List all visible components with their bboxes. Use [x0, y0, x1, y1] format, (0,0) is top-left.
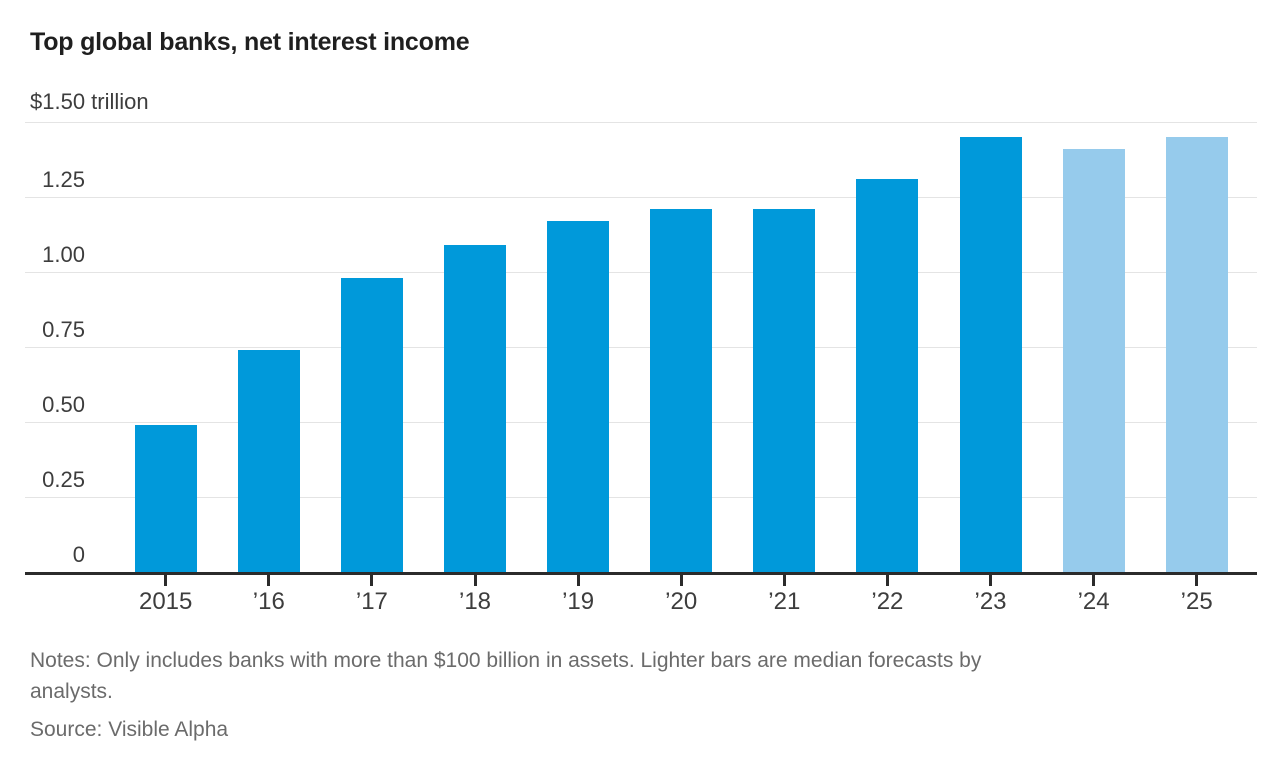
x-axis-tick [782, 575, 786, 586]
gridline [25, 197, 1257, 198]
x-axis-label: ’19 [562, 588, 595, 615]
x-axis-tick [370, 575, 374, 586]
notes-line: analysts. [30, 680, 113, 703]
gridline [25, 422, 1257, 423]
x-axis-tick [885, 575, 889, 586]
y-axis-tick-label: 0.25 [42, 467, 85, 492]
chart-title: Top global banks, net interest income [30, 28, 470, 56]
notes-line: Notes: Only includes banks with more tha… [30, 649, 982, 672]
x-axis-label: ’20 [665, 588, 698, 615]
x-axis-label: ’22 [871, 588, 904, 615]
gridline [25, 347, 1257, 348]
y-axis-tick-label: 0.75 [42, 317, 85, 342]
gridline [25, 122, 1257, 123]
y-axis-tick-label: 0.50 [42, 392, 85, 417]
source-text: Source: Visible Alpha [30, 718, 229, 741]
bar-20 [650, 209, 713, 572]
x-axis-tick [164, 575, 168, 586]
bar-22 [856, 179, 919, 572]
gridline [25, 272, 1257, 273]
x-axis-label: ’25 [1180, 588, 1213, 615]
bar-24 [1062, 149, 1125, 572]
bar-17 [340, 278, 403, 572]
y-axis-tick-label: 1.25 [42, 167, 85, 192]
x-axis-tick [679, 575, 683, 586]
bar-21 [753, 209, 816, 572]
x-axis-label: 2015 [138, 588, 193, 615]
bar-19 [547, 221, 610, 572]
bar-25 [1165, 137, 1228, 572]
x-axis-label: ’21 [768, 588, 801, 615]
bar-18 [444, 245, 506, 572]
x-axis-tick [989, 575, 992, 586]
plot-area: 1.25 1.00 0.75 0.50 0.25 0 2015 ’16 ’17 ’18 ’19 ’20… [25, 122, 1257, 615]
x-axis-tick [576, 575, 580, 586]
x-axis-label: ’17 [355, 588, 388, 615]
x-axis-label: ’24 [1077, 588, 1110, 615]
x-axis-label: ’23 [974, 588, 1007, 615]
x-axis-label: ’18 [458, 588, 492, 615]
y-axis-tick-label: 1.00 [42, 242, 85, 267]
gridline [25, 497, 1257, 498]
y-axis-tick-label: 0 [72, 542, 85, 567]
bar-16 [237, 350, 300, 572]
x-axis-line [25, 572, 1257, 575]
x-axis-tick [1092, 575, 1096, 586]
y-axis-unit-label: $1.50 trillion [30, 89, 149, 114]
bar-2015 [134, 425, 197, 572]
notes-text: Notes: Only includes banks with more tha… [30, 645, 1250, 707]
x-axis-tick [267, 575, 271, 586]
x-axis-tick [473, 575, 477, 586]
x-axis-label: ’16 [252, 588, 285, 615]
bar-23 [959, 137, 1022, 572]
x-axis-tick [1195, 575, 1199, 586]
